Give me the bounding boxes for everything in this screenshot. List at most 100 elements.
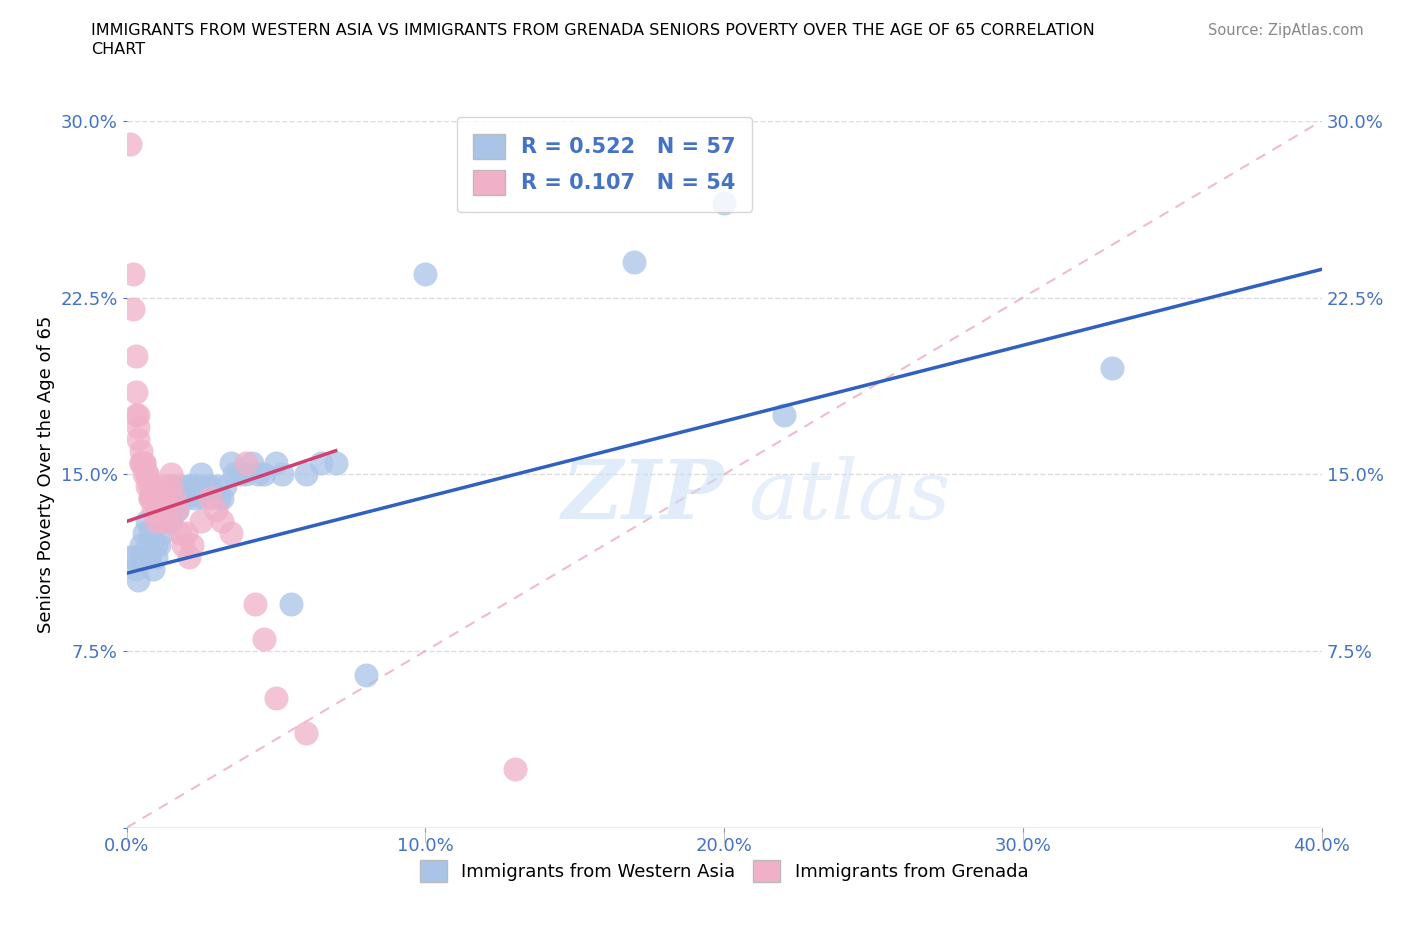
Point (163, 479, 186, 494)
Point (131, 550, 153, 565)
Point (773, 408, 796, 423)
Point (179, 479, 201, 494)
Point (214, 479, 236, 494)
Point (270, 467, 294, 482)
Point (219, 455, 242, 470)
Point (294, 726, 316, 741)
Point (136, 514, 159, 529)
Point (200, 490, 222, 505)
Point (623, 255, 645, 270)
Point (181, 479, 204, 494)
Legend: Immigrants from Western Asia, Immigrants from Grenada: Immigrants from Western Asia, Immigrants… (412, 853, 1036, 889)
Point (124, 384, 146, 399)
Point (131, 444, 153, 458)
Point (169, 490, 191, 505)
Point (145, 550, 167, 565)
Point (181, 538, 204, 552)
Point (155, 479, 177, 494)
Point (145, 514, 167, 529)
Point (134, 455, 156, 470)
Point (139, 490, 162, 505)
Point (121, 302, 143, 317)
Point (172, 538, 194, 552)
Point (142, 502, 165, 517)
Y-axis label: Seniors Poverty Over the Age of 65: Seniors Poverty Over the Age of 65 (37, 315, 55, 633)
Point (222, 467, 246, 482)
Point (148, 502, 170, 517)
Point (294, 467, 316, 482)
Point (152, 514, 174, 529)
Text: IMMIGRANTS FROM WESTERN ASIA VS IMMIGRANTS FROM GRENADA SENIORS POVERTY OVER THE: IMMIGRANTS FROM WESTERN ASIA VS IMMIGRAN… (91, 23, 1095, 38)
Point (309, 455, 332, 470)
Point (184, 490, 207, 505)
Point (219, 525, 242, 540)
Point (166, 502, 188, 517)
Point (121, 550, 143, 565)
Point (1101, 361, 1123, 376)
Point (713, 196, 735, 211)
Point (127, 432, 149, 446)
Text: atlas: atlas (748, 456, 950, 536)
Point (174, 525, 197, 540)
Point (139, 525, 162, 540)
Point (118, 137, 141, 152)
Point (195, 479, 218, 494)
Point (136, 467, 159, 482)
Point (139, 490, 162, 505)
Point (187, 479, 209, 494)
Point (134, 455, 156, 470)
Point (235, 455, 257, 470)
Point (131, 455, 153, 470)
Text: CHART: CHART (91, 42, 145, 57)
Point (134, 525, 156, 540)
Point (160, 479, 183, 494)
Point (127, 408, 149, 423)
Point (148, 538, 170, 552)
Point (142, 561, 165, 576)
Point (136, 479, 159, 494)
Text: ZIP: ZIP (561, 456, 724, 536)
Point (264, 691, 287, 706)
Point (190, 514, 212, 529)
Point (160, 467, 183, 482)
Point (131, 455, 153, 470)
Point (136, 467, 159, 482)
Point (354, 667, 377, 682)
Point (157, 514, 180, 529)
Point (127, 419, 149, 434)
Point (139, 550, 162, 565)
Point (235, 467, 257, 482)
Point (145, 490, 167, 505)
Point (211, 514, 233, 529)
Point (253, 467, 276, 482)
Point (124, 349, 146, 364)
Point (142, 479, 165, 494)
Point (163, 490, 186, 505)
Point (280, 596, 302, 611)
Point (325, 455, 347, 470)
Point (152, 525, 174, 540)
Point (163, 502, 186, 517)
Point (169, 525, 191, 540)
Point (243, 596, 266, 611)
Point (253, 631, 276, 646)
Point (205, 502, 228, 517)
Point (148, 490, 170, 505)
Point (160, 514, 183, 529)
Point (118, 550, 141, 565)
Point (131, 538, 153, 552)
Point (172, 479, 194, 494)
Point (415, 267, 437, 282)
Point (124, 408, 146, 423)
Point (145, 502, 167, 517)
Point (152, 490, 174, 505)
Point (121, 267, 143, 282)
Point (139, 479, 162, 494)
Point (157, 514, 180, 529)
Point (127, 573, 149, 588)
Point (193, 490, 215, 505)
Point (155, 490, 177, 505)
Point (166, 502, 188, 517)
Point (155, 514, 177, 529)
Point (174, 490, 197, 505)
